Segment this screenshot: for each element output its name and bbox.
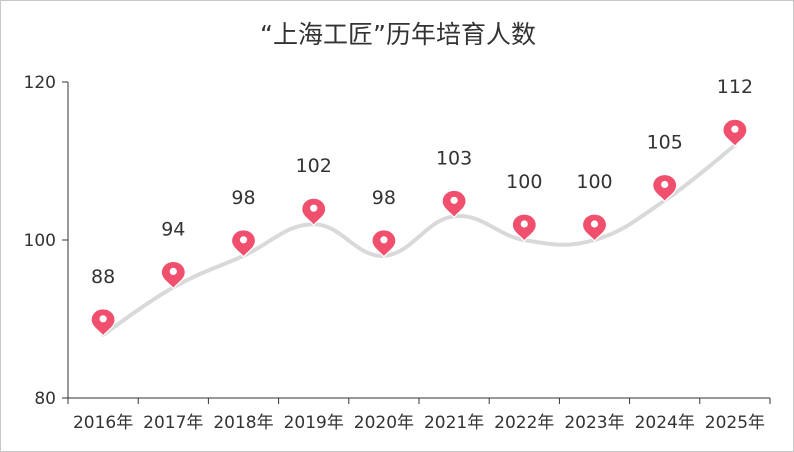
x-tick-label: 2016年	[73, 413, 133, 433]
pin-center-dot	[590, 220, 599, 228]
y-tick-label: 120	[24, 73, 56, 93]
pin-center-dot	[239, 236, 248, 244]
pin-center-dot	[520, 220, 528, 228]
data-point-marker	[441, 189, 467, 219]
pin-center-dot	[731, 125, 739, 133]
pin-center-dot	[310, 204, 318, 212]
pin-center-dot	[450, 196, 458, 204]
data-point-marker	[511, 213, 537, 242]
data-label: 102	[296, 155, 332, 177]
series-1	[90, 118, 748, 337]
x-tick-label: 2020年	[354, 413, 414, 433]
data-point-marker	[581, 213, 608, 242]
data-point-marker	[230, 229, 257, 258]
x-axis: 2016年 2017年 2018年 2019年 2020年 2021年 2022年 2023年…	[67, 397, 771, 433]
data-point-marker	[160, 260, 186, 290]
x-tick-label: 2025年	[705, 413, 765, 433]
pin-center-dot	[99, 315, 107, 323]
x-tick-label: 2024年	[635, 413, 695, 433]
x-tick-label: 2017年	[143, 413, 203, 433]
data-labels: 88 94 98 102 98 103 100 100 105 112	[91, 76, 753, 288]
data-point-marker	[90, 308, 116, 337]
pin-center-dot	[661, 180, 669, 189]
series-line	[101, 143, 737, 337]
x-tick-label: 2018年	[213, 413, 273, 433]
y-tick-label: 80	[34, 389, 56, 409]
data-label: 112	[717, 76, 753, 98]
pin-center-dot	[169, 267, 177, 275]
data-point-marker	[652, 173, 678, 203]
data-point-marker	[371, 229, 397, 258]
chart-title: “上海工匠”历年培育人数	[260, 20, 536, 49]
data-label: 98	[231, 187, 255, 209]
data-label: 98	[372, 187, 396, 209]
data-label: 103	[436, 147, 472, 169]
data-label: 105	[647, 132, 683, 154]
data-label: 88	[91, 266, 115, 288]
data-point-marker	[722, 118, 748, 148]
x-tick-label: 2023年	[564, 413, 624, 433]
data-point-marker	[301, 197, 327, 227]
x-tick-label: 2022年	[494, 413, 554, 433]
x-tick-label: 2019年	[284, 413, 344, 433]
data-label: 94	[161, 218, 185, 240]
data-label: 100	[576, 171, 612, 193]
x-tick-label: 2021年	[424, 413, 484, 433]
pin-center-dot	[380, 236, 388, 244]
data-label: 100	[506, 171, 542, 193]
y-axis: 80 100 120	[24, 73, 69, 409]
y-tick-label: 100	[24, 231, 56, 251]
